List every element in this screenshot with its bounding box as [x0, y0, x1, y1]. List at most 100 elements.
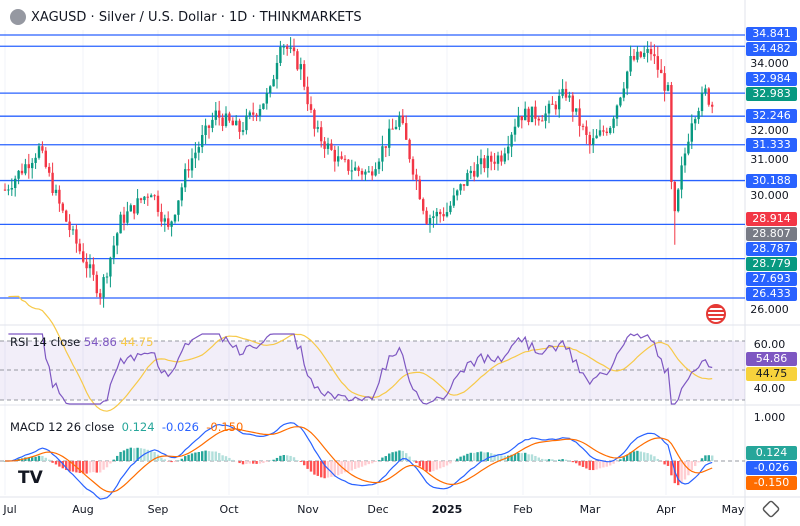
candle-body	[456, 190, 459, 196]
candle-body	[435, 211, 438, 217]
macd-histogram-bar	[496, 454, 500, 461]
candle-body	[92, 264, 95, 275]
macd-histogram-bar	[364, 461, 367, 466]
macd-histogram-bar	[207, 451, 211, 461]
candle-body	[517, 116, 520, 127]
candle-body	[34, 157, 37, 163]
macd-histogram-bar	[486, 452, 489, 461]
macd-histogram-bar	[401, 450, 404, 461]
macd-histogram-bar	[299, 461, 302, 462]
candle-body	[122, 214, 126, 223]
candle-body	[459, 184, 462, 191]
price-label: 32.983	[746, 87, 797, 101]
macd-histogram-bar	[255, 461, 258, 464]
candle-body	[687, 141, 690, 154]
candle-body	[527, 108, 530, 123]
candle-body	[326, 143, 330, 149]
candle-body	[592, 138, 595, 145]
macd-histogram-bar	[99, 461, 102, 473]
candle-body	[272, 79, 275, 87]
macd-histogram-bar	[598, 461, 602, 469]
candle-body	[602, 130, 605, 132]
us-flag-icon[interactable]	[706, 304, 726, 324]
macd-histogram-bar	[622, 457, 625, 461]
macd-histogram-bar	[687, 461, 690, 476]
silver-symbol-icon	[10, 9, 26, 25]
macd-histogram-bar	[473, 452, 476, 461]
candle-body	[622, 88, 625, 98]
macd-legend: MACD 12 26 close 0.124 -0.026 -0.150	[10, 420, 244, 434]
candle-body	[58, 189, 61, 204]
macd-histogram-bar	[677, 461, 680, 486]
candle-body	[184, 169, 187, 188]
candle-body	[653, 54, 656, 57]
time-axis-label: Mar	[579, 503, 601, 516]
macd-histogram-bar	[48, 459, 51, 461]
price-label: 34.841	[746, 27, 797, 41]
candle-body	[564, 88, 568, 98]
macd-histogram-bar	[500, 455, 503, 461]
candle-body	[626, 71, 629, 89]
candle-body	[292, 47, 296, 52]
candle-body	[150, 195, 153, 198]
candle-body	[466, 173, 469, 186]
candle-body	[167, 218, 170, 227]
macd-histogram-bar	[153, 452, 156, 461]
macd-histogram-bar	[428, 461, 432, 472]
macd-histogram-bar	[445, 461, 449, 466]
macd-histogram-bar	[286, 455, 289, 461]
candle-body	[306, 86, 309, 105]
macd-histogram-bar	[112, 459, 115, 461]
macd-histogram-bar	[694, 461, 697, 467]
macd-histogram-bar	[513, 453, 517, 461]
macd-histogram-bar	[68, 461, 71, 472]
macd-histogram-bar	[272, 459, 275, 461]
candle-body	[14, 178, 17, 189]
price-label: 26.433	[746, 287, 797, 301]
candle-body	[269, 86, 272, 93]
macd-histogram-bar	[221, 455, 224, 461]
macd-histogram-bar	[44, 457, 47, 461]
candle-body	[639, 51, 642, 57]
candle-body	[279, 46, 282, 63]
rsi-ma-line	[8, 295, 713, 412]
candle-body	[609, 127, 612, 134]
candle-body	[646, 48, 649, 53]
macd-histogram-bar	[201, 451, 204, 461]
candle-body	[578, 108, 581, 126]
candle-body	[673, 181, 676, 212]
price-tick: 31.000	[750, 153, 789, 166]
macd-histogram-bar	[639, 451, 642, 461]
macd-histogram-bar	[636, 450, 639, 461]
candle-body	[581, 125, 585, 127]
candle-body	[119, 214, 122, 234]
macd-histogram-bar	[194, 452, 197, 461]
macd-histogram-bar	[551, 459, 554, 461]
candle-body	[476, 164, 479, 177]
macd-histogram-bar	[187, 454, 190, 461]
candle-body	[354, 167, 357, 171]
candle-body	[282, 46, 285, 48]
macd-histogram-bar	[160, 457, 163, 461]
candle-body	[670, 85, 673, 182]
candle-body	[27, 164, 30, 169]
time-axis-label: Aug	[72, 503, 94, 516]
candle-body	[371, 171, 374, 176]
macd-histogram-bar	[442, 461, 445, 468]
price-label: 31.333	[746, 138, 797, 152]
macd-histogram-bar	[78, 461, 81, 473]
candle-body	[503, 153, 506, 162]
macd-histogram-bar	[666, 461, 670, 466]
macd-histogram-bar	[388, 453, 391, 461]
macd-histogram-bar	[204, 450, 207, 461]
time-axis-label: 2025	[431, 503, 463, 516]
candle-body	[109, 257, 112, 277]
macd-histogram-bar	[320, 461, 323, 478]
macd-histogram-bar	[337, 461, 340, 476]
candle-body	[452, 195, 455, 206]
candle-body	[666, 85, 670, 91]
macd-histogram-bar	[547, 459, 551, 461]
candle-body	[31, 162, 34, 169]
time-axis-label: Apr	[656, 503, 676, 516]
